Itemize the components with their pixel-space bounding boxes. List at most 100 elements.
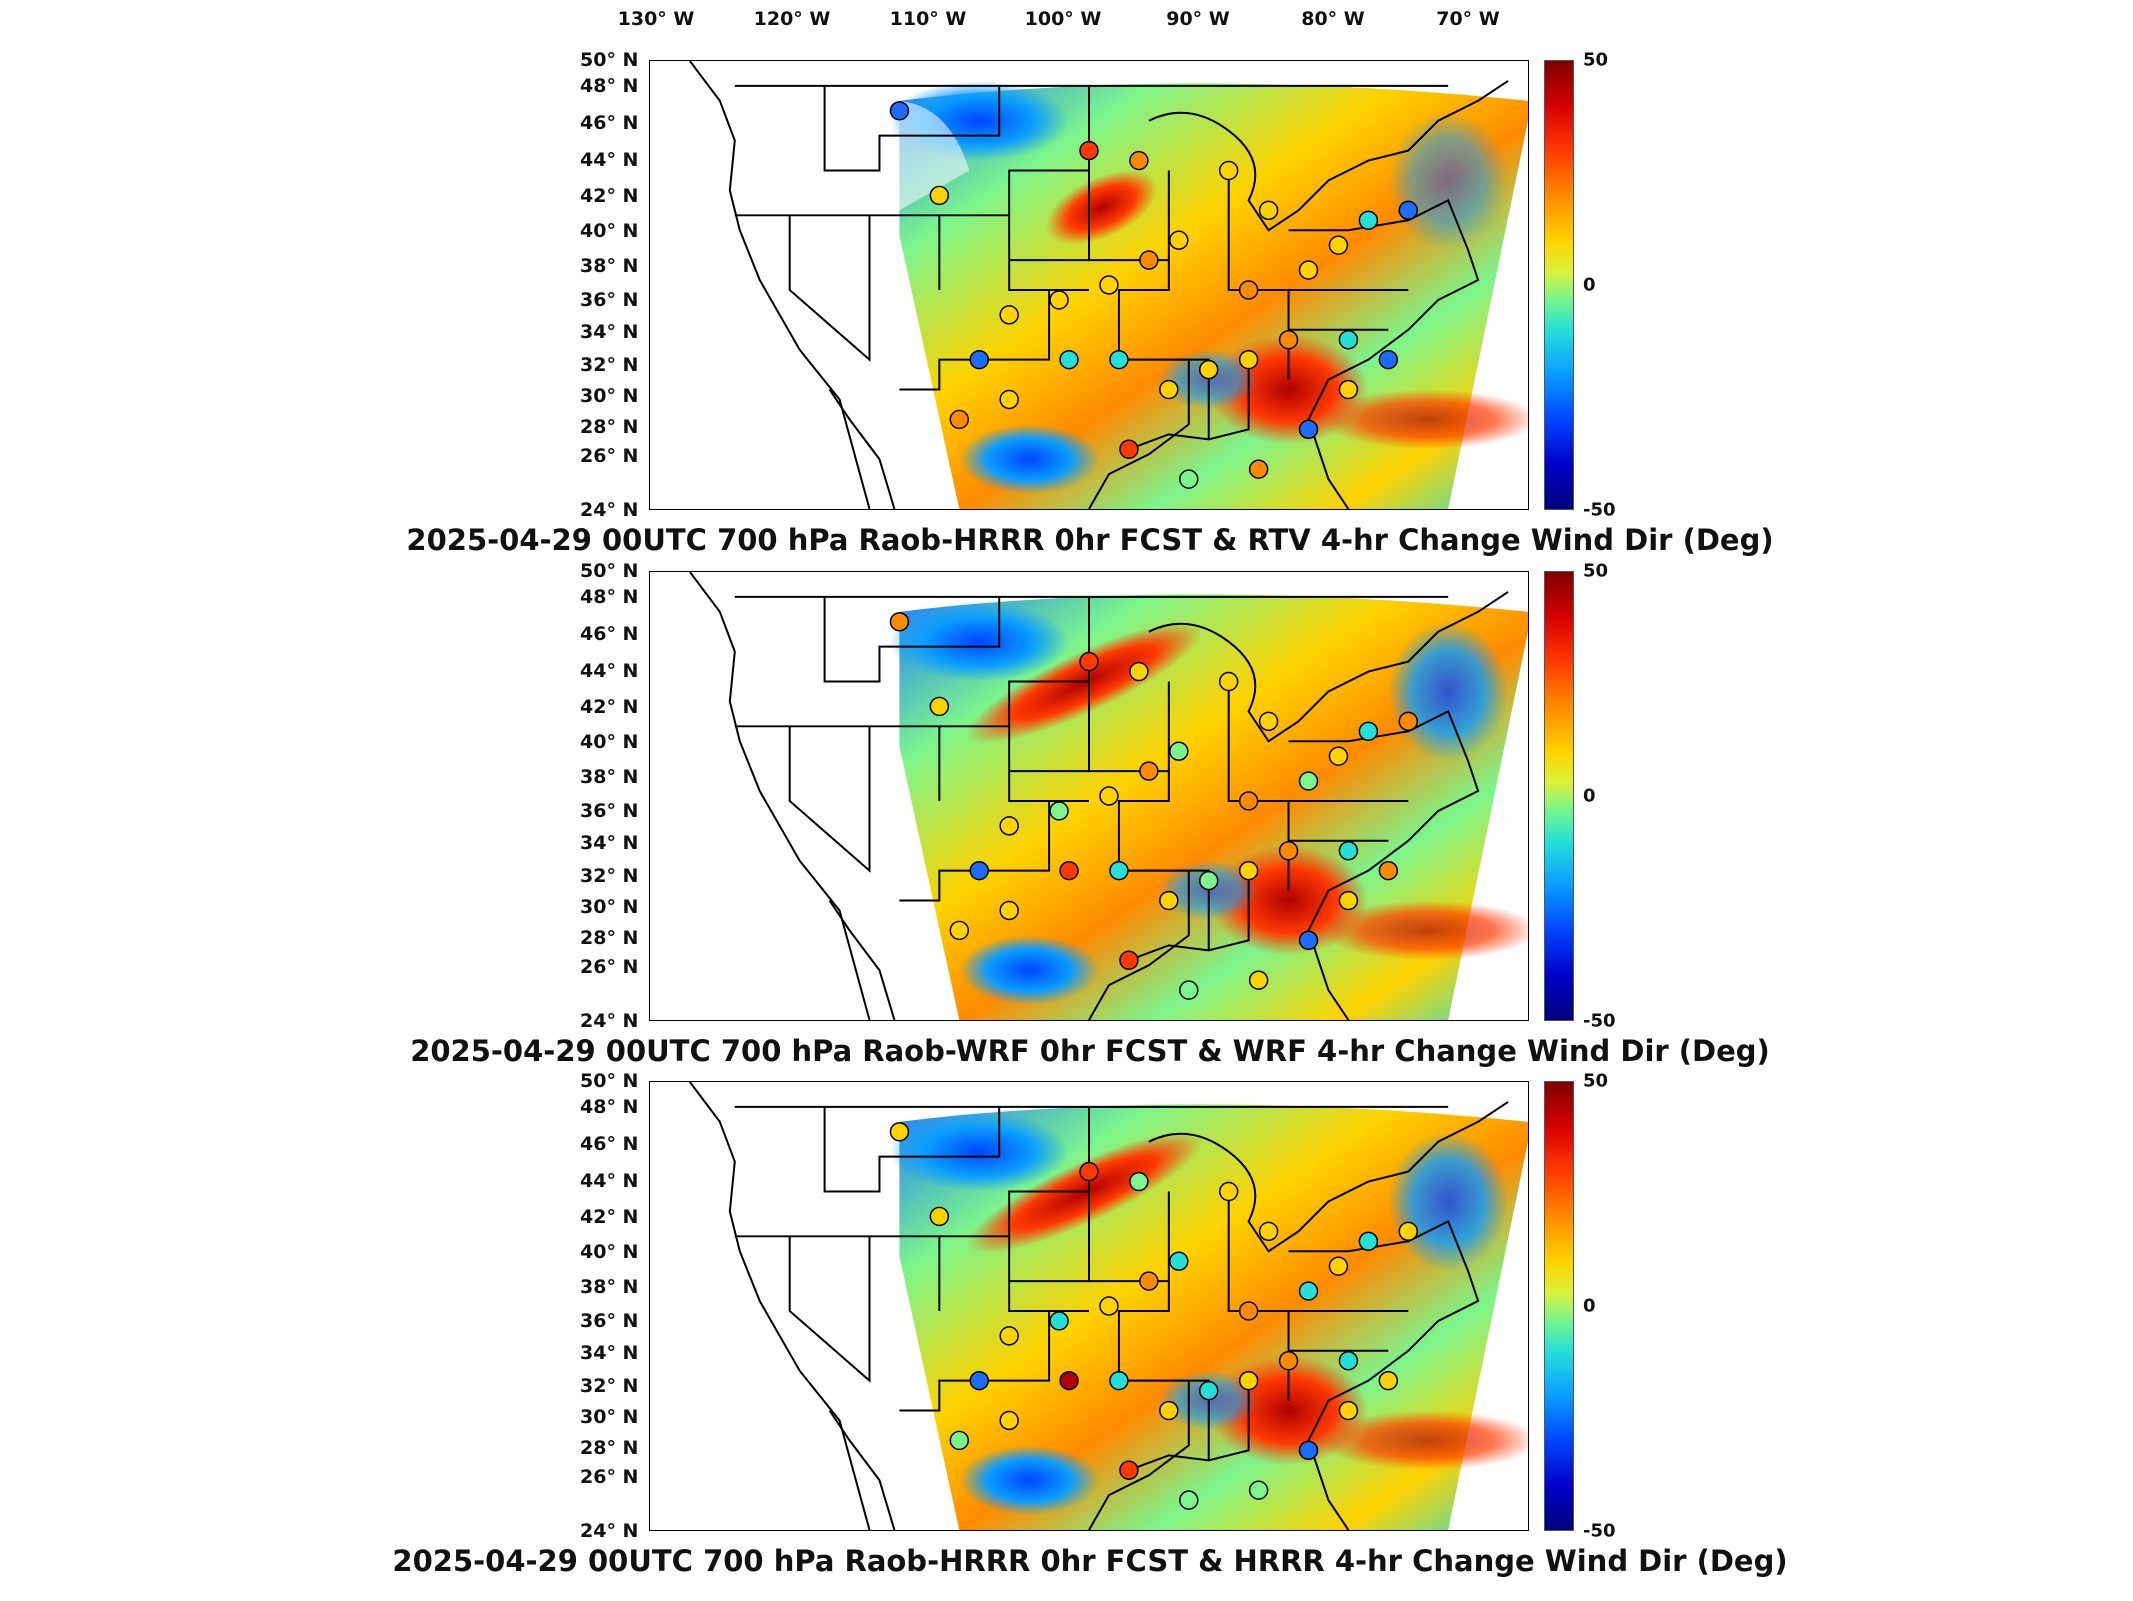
raob-station-marker (1298, 1440, 1319, 1461)
lat-label: 46° N (580, 623, 639, 645)
raob-station-marker (1049, 290, 1069, 310)
lat-label: 32° N (580, 1375, 639, 1397)
raob-station-marker (1248, 459, 1269, 479)
raob-station-marker (1218, 160, 1239, 181)
lat-label: 40° N (580, 1241, 639, 1263)
colorbar-tick-label: 50 (1583, 560, 1609, 582)
raob-station-marker (1129, 150, 1149, 171)
lat-label: 32° N (580, 354, 639, 376)
raob-station-marker (1109, 860, 1129, 881)
lat-label: 34° N (580, 1342, 639, 1364)
raob-station-marker (889, 101, 910, 121)
lat-label: 44° N (580, 660, 639, 682)
raob-station-marker (889, 1122, 910, 1142)
raob-station-marker (999, 1326, 1019, 1346)
raob-station-marker (1358, 210, 1379, 230)
lat-label: 50° N (580, 1070, 639, 1092)
lat-label: 32° N (580, 865, 639, 887)
lon-label: 120° W (753, 8, 831, 30)
lat-label: 38° N (580, 1276, 639, 1298)
raob-station-marker (1238, 860, 1259, 881)
raob-station-marker (1278, 1351, 1299, 1371)
raob-station-marker (1169, 230, 1189, 250)
lat-label: 44° N (580, 149, 639, 171)
raob-station-marker (1198, 359, 1219, 380)
lon-label: 100° W (1024, 8, 1102, 30)
raob-station-marker (1119, 1460, 1139, 1480)
raob-station-marker (1338, 379, 1359, 400)
lat-label: 24° N (580, 499, 639, 521)
raob-station-marker (1278, 330, 1299, 350)
raob-station-marker (949, 920, 970, 941)
panel-title: 2025-04-29 00UTC 700 hPa Raob-HRRR 0hr F… (406, 523, 1774, 557)
raob-station-marker (1159, 1400, 1179, 1421)
raob-station-marker (1169, 1251, 1189, 1271)
lat-label: 28° N (580, 927, 639, 949)
raob-station-marker (1328, 235, 1349, 255)
raob-station-marker (1179, 1490, 1199, 1510)
map-plot-area (649, 60, 1529, 510)
raob-station-marker (1179, 980, 1199, 1000)
lon-label: 80° W (1301, 8, 1365, 30)
raob-station-marker (1238, 280, 1259, 300)
raob-station-marker (1248, 970, 1269, 990)
raob-station-marker (999, 900, 1019, 921)
lat-label: 34° N (580, 321, 639, 343)
raob-station-marker (1398, 200, 1419, 221)
raob-station-marker (929, 185, 950, 206)
raob-station-marker (1119, 439, 1139, 459)
raob-station-marker (999, 389, 1019, 410)
raob-station-marker (1139, 761, 1159, 781)
raob-station-marker (1179, 469, 1199, 489)
raob-station-marker (1278, 841, 1299, 861)
lat-label: 48° N (580, 75, 639, 97)
raob-station-marker (1059, 860, 1079, 881)
raob-station-marker (1238, 1370, 1259, 1391)
lat-label: 30° N (580, 1406, 639, 1428)
raob-station-marker (1298, 419, 1319, 440)
map-panel-3: 50° N 48° N 46° N 44° N 42° N 40° N 38° N 36° N… (0, 1070, 2133, 1601)
raob-station-marker (999, 305, 1019, 325)
lat-label: 46° N (580, 1133, 639, 1155)
raob-station-marker (1159, 379, 1179, 400)
raob-station-marker (929, 696, 950, 717)
raob-station-marker (1238, 791, 1259, 811)
longitude-axis: 130° W 120° W 110° W 100° W 90° W 80° W … (0, 0, 2133, 40)
raob-station-marker (1109, 1370, 1129, 1391)
raob-station-marker (1358, 721, 1379, 741)
raob-station-marker (1049, 1311, 1069, 1331)
raob-station-marker (1198, 870, 1219, 891)
raob-station-marker (889, 612, 910, 632)
map-panel-1: 50° N 48° N 46° N 44° N 42° N 40° N 38° N 36° N… (0, 49, 2133, 580)
lat-label: 26° N (580, 1466, 639, 1488)
raob-station-marker (929, 1206, 950, 1227)
lon-label: 110° W (889, 8, 967, 30)
raob-station-marker (1338, 841, 1359, 861)
colorbar-tick-label: -50 (1583, 1520, 1616, 1542)
lat-label: 36° N (580, 1310, 639, 1332)
lat-label: 30° N (580, 385, 639, 407)
raob-station-marker (1258, 1221, 1279, 1242)
raob-station-marker (1139, 250, 1159, 270)
raob-station-marker (1079, 1161, 1099, 1182)
raob-station-marker (1258, 200, 1279, 221)
raob-station-marker (1338, 1400, 1359, 1421)
raob-station-marker (1099, 1296, 1119, 1316)
colorbar (1544, 571, 1574, 1021)
raob-station-marker (1338, 1351, 1359, 1371)
colorbar-tick-label: -50 (1583, 1010, 1616, 1032)
panel-title: 2025-04-29 00UTC 700 hPa Raob-HRRR 0hr F… (392, 1544, 1788, 1578)
raob-station-marker (1099, 275, 1119, 295)
raob-station-marker (1059, 1370, 1079, 1391)
panel-title: 2025-04-29 00UTC 700 hPa Raob-WRF 0hr FC… (410, 1034, 1770, 1068)
raob-station-marker (1298, 260, 1319, 280)
raob-station-marker (1328, 1256, 1349, 1276)
raob-station-marker (1248, 1480, 1269, 1500)
lat-label: 24° N (580, 1010, 639, 1032)
raob-station-marker (1198, 1380, 1219, 1401)
lat-label: 40° N (580, 220, 639, 242)
lat-label: 48° N (580, 1096, 639, 1118)
colorbar-tick-label: 0 (1583, 1295, 1596, 1317)
colorbar (1544, 1081, 1574, 1531)
lat-label: 36° N (580, 289, 639, 311)
